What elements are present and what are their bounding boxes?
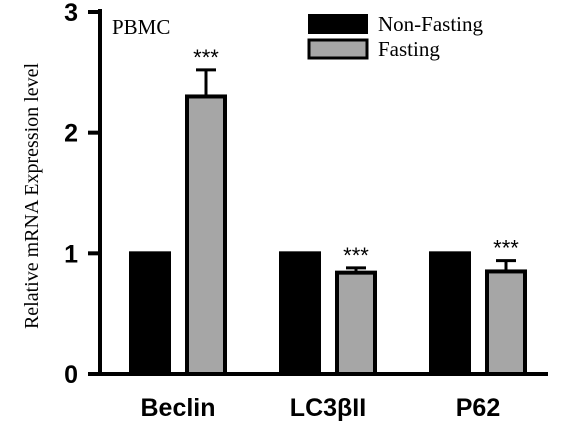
bar-fasting-2 — [485, 269, 527, 376]
bar-non-fasting-2 — [429, 251, 471, 376]
y-tick-label: 1 — [64, 240, 78, 268]
x-tick-label: P62 — [456, 394, 500, 422]
significance-label: *** — [493, 236, 519, 261]
x-tick-label: Beclin — [140, 394, 215, 422]
legend-swatch-fasting — [307, 38, 369, 60]
y-tick-label: 0 — [64, 361, 78, 389]
legend-label-non-fasting: Non-Fasting — [378, 12, 484, 36]
significance-label: *** — [193, 45, 219, 70]
bar-fasting-0 — [185, 94, 227, 376]
legend-label-fasting: Fasting — [378, 37, 440, 61]
bar-non-fasting-0 — [129, 251, 171, 376]
legend-swatch-non-fasting — [308, 14, 368, 34]
legend: Non-Fasting Fasting — [307, 12, 484, 61]
significance-label: *** — [343, 243, 369, 268]
y-tick-label: 2 — [64, 120, 78, 148]
bar-non-fasting-1 — [279, 251, 321, 376]
y-axis-label: Relative mRNA Expression level — [21, 63, 43, 330]
x-tick-label: LC3βII — [290, 394, 366, 422]
chart-title: PBMC — [112, 15, 170, 39]
bar-fasting-1 — [335, 270, 377, 377]
y-tick-label: 3 — [64, 0, 78, 27]
